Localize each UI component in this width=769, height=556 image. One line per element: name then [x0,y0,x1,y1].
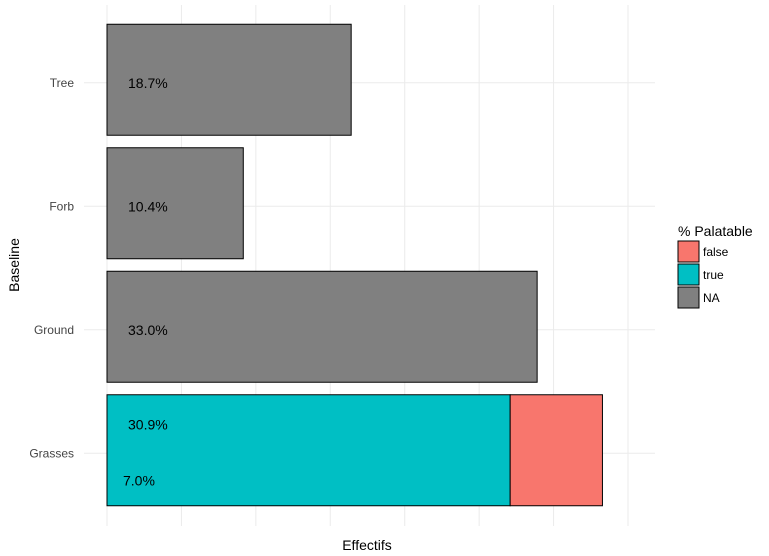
data-label: 30.9% [128,416,168,432]
legend-key [677,286,700,309]
bar-grasses-true [106,394,511,507]
legend-label: true [703,268,724,282]
legend-label: NA [703,291,720,305]
legend-key [677,240,700,263]
y-axis-ticks: Grasses Ground Forb Tree [29,76,74,461]
y-tick-label: Tree [50,76,75,90]
data-label: 7.0% [123,472,155,488]
legend: % Palatable false true NA [677,223,753,309]
y-axis-title: Baseline [6,238,22,292]
data-label: 33.0% [128,322,168,338]
bar-ground-na [106,270,538,383]
legend-key [677,263,700,286]
legend-title: % Palatable [678,223,753,239]
data-labels: 18.7% 10.4% 33.0% 30.9% 7.0% [123,75,168,489]
y-tick-label: Grasses [29,446,74,460]
bars [106,23,603,507]
legend-items: false true NA [677,240,729,309]
y-tick-label: Ground [34,323,74,337]
bar-tree-na [106,23,352,136]
data-label: 10.4% [128,198,168,214]
y-tick-label: Forb [49,199,74,213]
data-label: 18.7% [128,75,168,91]
x-axis-title: Effectifs [342,537,392,553]
bar-grasses-false [509,394,603,507]
legend-label: false [703,245,729,259]
bar-forb-na [106,147,244,260]
